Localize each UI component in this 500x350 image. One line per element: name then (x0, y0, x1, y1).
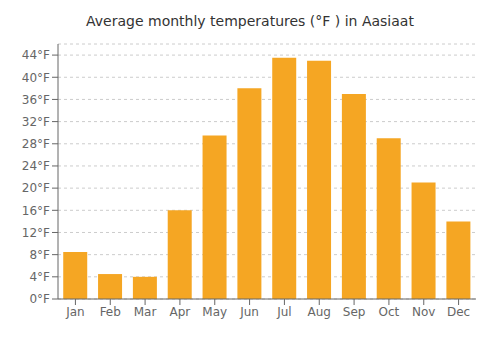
html-text:Average monthly temperatures (: Average monthly temperatures (°F ) in Aa… (86, 13, 414, 29)
svg-text:Nov: Nov (412, 305, 435, 319)
svg-text:Dec: Dec (447, 305, 470, 319)
svg-text:16°F: 16°F (22, 204, 50, 218)
svg-text:Jan: Jan (65, 305, 85, 319)
svg-text:Mar: Mar (134, 305, 157, 319)
svg-text:8°F: 8°F (29, 248, 50, 262)
svg-text:44°F: 44°F (22, 48, 50, 62)
svg-text:May: May (202, 305, 227, 319)
svg-text:32°F: 32°F (22, 115, 50, 129)
svg-text:40°F: 40°F (22, 71, 50, 85)
svg-text:Jul: Jul (276, 305, 291, 319)
svg-text:28°F: 28°F (22, 137, 50, 151)
svg-text:20°F: 20°F (22, 181, 50, 195)
svg-text:12°F: 12°F (22, 226, 50, 240)
svg-text:Jun: Jun (239, 305, 259, 319)
svg-text:Feb: Feb (100, 305, 121, 319)
svg-text:0°F: 0°F (29, 292, 50, 306)
svg-text:Oct: Oct (379, 305, 400, 319)
svg-text:Aug: Aug (308, 305, 331, 319)
svg-text:36°F: 36°F (22, 93, 50, 107)
svg-text:4°F: 4°F (29, 270, 50, 284)
svg-text:Apr: Apr (170, 305, 191, 319)
svg-text:Sep: Sep (343, 305, 366, 319)
svg-text:24°F: 24°F (22, 159, 50, 173)
